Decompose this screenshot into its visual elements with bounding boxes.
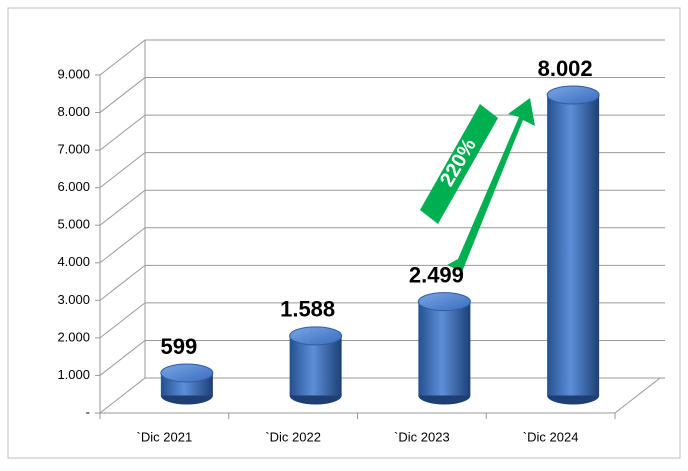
y-tick-label: 6.000 [57,179,90,194]
grid-line [99,264,665,301]
y-tick-label: 5.000 [57,217,90,232]
bar [547,94,600,396]
y-tick-label: 9.000 [57,66,90,81]
y-tick-label: - [86,404,90,419]
y-tick-label: 8.000 [57,104,90,119]
grid-line [99,377,665,414]
y-tick-label: 3.000 [57,292,90,307]
x-tick-label: `Dic 2022 [265,429,321,444]
bar [418,301,471,396]
cylinder-top [417,292,471,312]
y-tick-label: 2.000 [57,329,90,344]
grid-line [99,302,665,339]
bar [289,335,342,396]
cylinder-top [546,85,600,105]
grid-line [99,39,665,76]
grid-line [99,77,665,113]
x-tick-label: `Dic 2024 [523,429,579,444]
y-tick-label: 1.000 [57,367,90,382]
bars [160,85,600,405]
grid-line [99,152,665,189]
cylinder-top [160,363,214,383]
x-tick-label: `Dic 2023 [394,429,450,444]
y-tick-label: 7.000 [57,142,90,157]
x-tick-label: `Dic 2021 [137,429,193,444]
grid-line [99,339,665,376]
cylinder-top [289,326,343,346]
value-label: 8.002 [538,56,593,81]
grid-line [99,227,665,264]
value-label: 2.499 [409,262,464,287]
value-label: 599 [161,334,198,359]
y-tick-label: 4.000 [57,254,90,269]
value-label: 1.588 [280,297,335,322]
